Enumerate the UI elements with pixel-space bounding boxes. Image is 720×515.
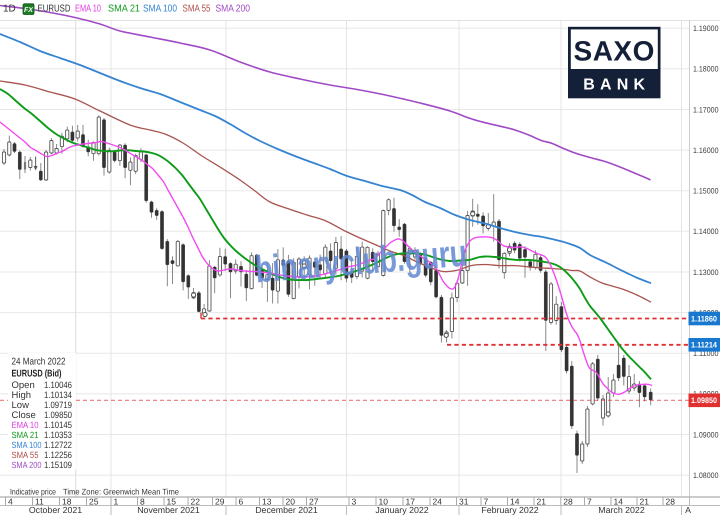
svg-text:EMA 10: EMA 10 (12, 420, 39, 430)
svg-text:24: 24 (433, 496, 443, 506)
svg-text:SMA 100: SMA 100 (12, 440, 42, 450)
svg-text:November 2021: November 2021 (137, 505, 200, 515)
svg-text:1.11214: 1.11214 (691, 341, 717, 350)
svg-text:Time Zone: Greenwich Mean Time: Time Zone: Greenwich Mean Time (63, 488, 179, 497)
svg-text:1.19000: 1.19000 (693, 24, 719, 33)
svg-text:1.11000: 1.11000 (693, 349, 719, 358)
svg-text:High: High (12, 390, 32, 401)
svg-text:21: 21 (537, 496, 547, 506)
svg-text:October 2021: October 2021 (29, 505, 82, 515)
svg-text:6: 6 (239, 496, 244, 506)
svg-text:18: 18 (62, 496, 72, 506)
svg-text:A: A (685, 505, 691, 515)
svg-text:SMA 21: SMA 21 (12, 430, 39, 440)
svg-text:1.17000: 1.17000 (693, 105, 719, 114)
svg-text:SMA 100: SMA 100 (143, 4, 177, 15)
svg-text:SMA 21: SMA 21 (108, 4, 140, 15)
svg-text:1.09850: 1.09850 (691, 396, 717, 405)
svg-text:1.08000: 1.08000 (693, 471, 719, 480)
svg-text:1.13000: 1.13000 (693, 268, 719, 277)
svg-text:8: 8 (140, 496, 145, 506)
svg-text:SMA 200: SMA 200 (216, 4, 251, 15)
svg-text:22: 22 (191, 496, 201, 506)
svg-text:Low: Low (12, 400, 30, 411)
svg-text:3: 3 (352, 496, 357, 506)
svg-text:1.15000: 1.15000 (693, 187, 719, 196)
svg-text:BANK: BANK (583, 77, 650, 94)
svg-text:SMA 200: SMA 200 (12, 460, 42, 470)
svg-text:28: 28 (666, 496, 676, 506)
svg-text:1.11860: 1.11860 (691, 314, 717, 323)
svg-text:1.10353: 1.10353 (44, 430, 72, 440)
svg-text:4: 4 (8, 496, 13, 506)
svg-text:29: 29 (215, 496, 225, 506)
svg-text:1D: 1D (3, 4, 16, 15)
svg-text:February 2022: February 2022 (481, 505, 538, 515)
svg-text:1.09000: 1.09000 (693, 430, 719, 439)
svg-text:20: 20 (286, 496, 296, 506)
svg-text:17: 17 (406, 496, 416, 506)
svg-text:14: 14 (614, 496, 624, 506)
svg-text:7: 7 (484, 496, 489, 506)
svg-text:1.09850: 1.09850 (44, 410, 72, 420)
svg-text:1.14000: 1.14000 (693, 227, 719, 236)
svg-text:Open: Open (12, 380, 35, 391)
svg-text:27: 27 (309, 496, 319, 506)
svg-text:21: 21 (640, 496, 650, 506)
svg-text:1.18000: 1.18000 (693, 65, 719, 74)
svg-text:EURUSD (Bid): EURUSD (Bid) (12, 369, 62, 380)
svg-text:1.16000: 1.16000 (693, 146, 719, 155)
svg-text:SAXO: SAXO (574, 36, 655, 67)
svg-text:Close: Close (12, 410, 36, 421)
svg-text:10: 10 (379, 496, 389, 506)
svg-text:1.09719: 1.09719 (44, 400, 72, 410)
svg-text:December 2021: December 2021 (255, 505, 318, 515)
svg-text:14: 14 (510, 496, 520, 506)
svg-text:1.12256: 1.12256 (44, 450, 72, 460)
svg-text:1: 1 (114, 496, 119, 506)
svg-text:Indicative price: Indicative price (10, 488, 56, 497)
svg-text:March 2022: March 2022 (598, 505, 645, 515)
svg-text:1.10145: 1.10145 (44, 420, 72, 430)
svg-text:1.10134: 1.10134 (44, 390, 72, 400)
svg-text:28: 28 (563, 496, 573, 506)
svg-text:1.15109: 1.15109 (44, 460, 72, 470)
svg-text:SMA 55: SMA 55 (12, 450, 39, 460)
svg-text:1.10046: 1.10046 (44, 380, 72, 390)
svg-text:EURUSD: EURUSD (38, 4, 71, 15)
svg-text:24 March 2022: 24 March 2022 (12, 357, 66, 368)
svg-text:1.12722: 1.12722 (44, 440, 72, 450)
svg-text:25: 25 (89, 496, 99, 506)
svg-text:SMA 55: SMA 55 (183, 4, 211, 15)
svg-text:7: 7 (587, 496, 592, 506)
svg-text:EMA 10: EMA 10 (75, 4, 101, 15)
svg-text:13: 13 (262, 496, 272, 506)
svg-text:15: 15 (167, 496, 177, 506)
svg-text:31: 31 (459, 496, 469, 506)
svg-text:11: 11 (35, 496, 44, 506)
svg-text:January 2022: January 2022 (375, 505, 428, 515)
svg-text:FX: FX (24, 7, 34, 14)
